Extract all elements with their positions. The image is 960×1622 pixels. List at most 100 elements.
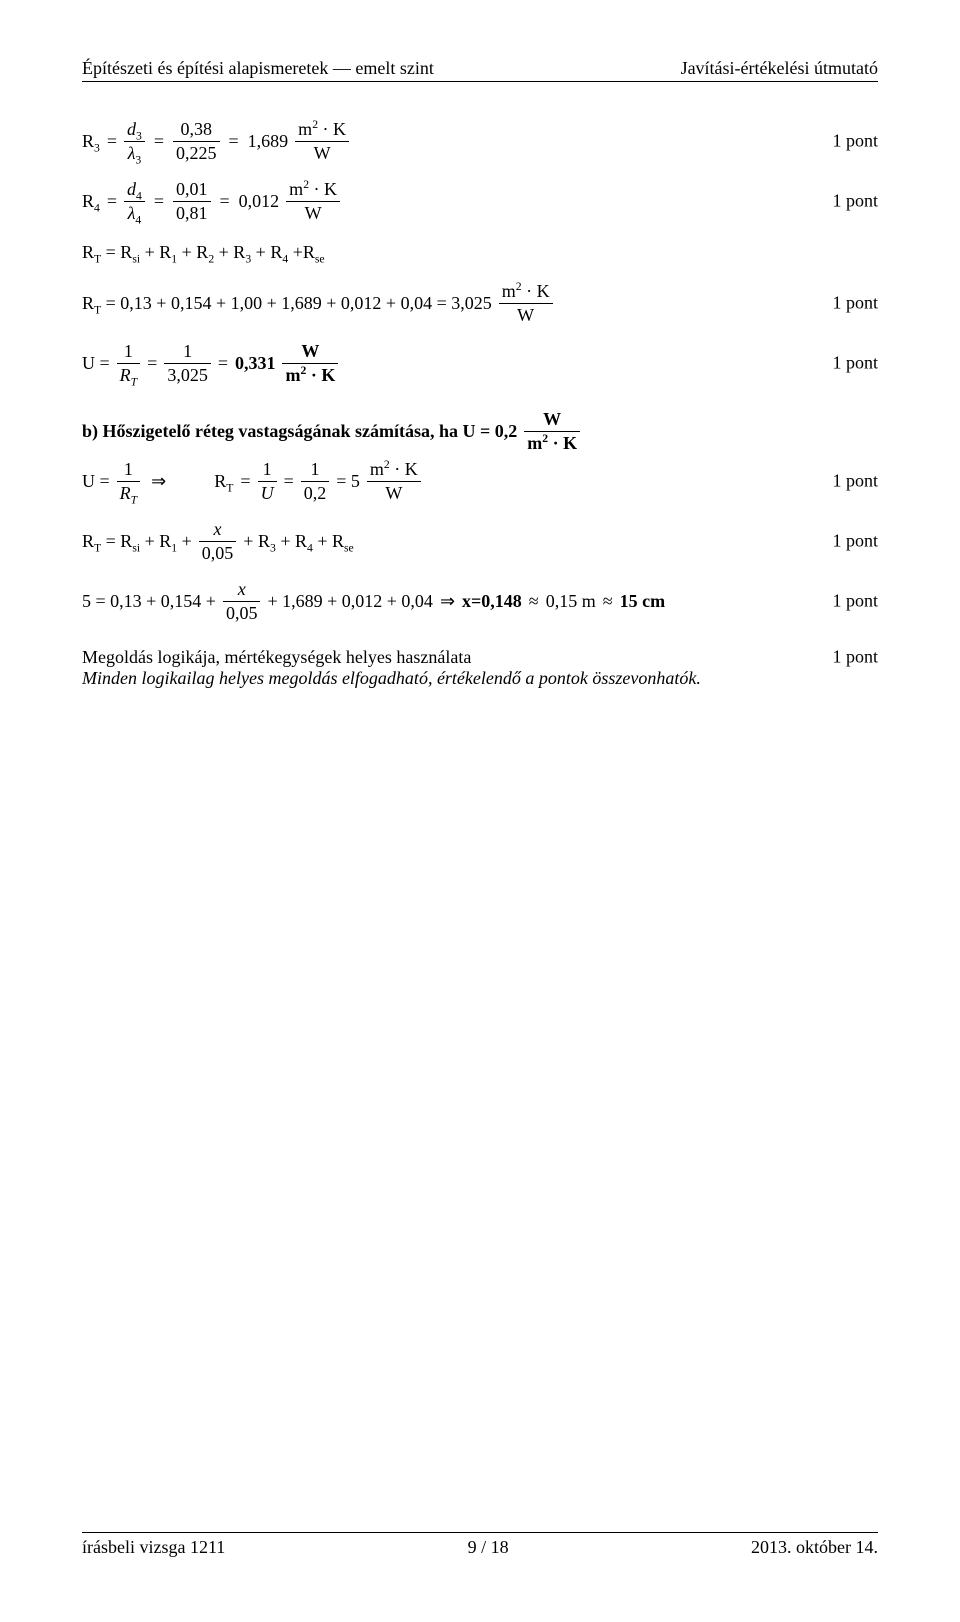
r4-unit: m2 · K W	[286, 180, 340, 223]
u-pre: U =	[82, 353, 110, 374]
eq-sign: =	[152, 191, 166, 212]
r3-frac2: 0,38 0,225	[173, 120, 220, 163]
points: 1 pont	[832, 591, 878, 612]
eq-sign: =	[218, 353, 228, 374]
r3-f2-den: 0,225	[173, 144, 220, 163]
unit-w: W	[514, 306, 537, 325]
unit-w: W	[302, 204, 325, 223]
solve-mid: + 1,689 + 0,012 + 0,04	[267, 591, 432, 612]
footer-mid: 9 / 18	[468, 1537, 509, 1558]
unit-sup: 2	[303, 178, 309, 191]
rt-unit: m2 · K W	[499, 282, 553, 325]
rt-t: = R	[101, 242, 132, 262]
rt-p5: +R	[288, 242, 315, 262]
eq-r4: R4 = d4 λ4 = 0,01 0,81 = 0,012 m2 · K W …	[82, 178, 878, 224]
footer-rule	[82, 1532, 878, 1533]
rtx-a: = R	[101, 531, 132, 551]
rt-p2: + R	[177, 242, 208, 262]
unit-k: · K	[526, 281, 550, 301]
section-b-unit: W m2 · K	[524, 410, 580, 453]
unit-m: m	[298, 119, 312, 139]
footer-right: 2013. október 14.	[751, 1537, 878, 1558]
unit-m: m	[370, 459, 384, 479]
header-right: Javítási-értékelési útmutató	[681, 58, 878, 79]
r3-unit: m2 · K W	[295, 120, 349, 163]
r4-lhs-sub: 4	[94, 201, 100, 214]
u-frac1: 1 RT	[117, 342, 141, 385]
unit-m: m	[502, 281, 516, 301]
eq-sign: =	[152, 131, 166, 152]
closing-2: Minden logikailag helyes megoldás elfoga…	[82, 668, 878, 689]
solve-res3: 15 cm	[620, 591, 665, 612]
rtx-si: si	[132, 541, 140, 554]
unit-m: m	[527, 433, 542, 453]
rtx-f: + R	[313, 531, 344, 551]
u2-f2-num: 1	[260, 460, 275, 479]
header-left: Építészeti és építési alapismeretek — em…	[82, 58, 434, 79]
eq-sign: =	[227, 131, 241, 152]
closing-l1: Megoldás logikája, mértékegységek helyes…	[82, 647, 471, 668]
eq-sign: =	[284, 471, 294, 492]
unit-sup: 2	[542, 432, 548, 445]
eq-rt-numeric: RT = 0,13 + 0,154 + 1,00 + 1,689 + 0,012…	[82, 280, 878, 326]
rtx-frac: x 0,05	[199, 520, 237, 563]
u2-f1-den-sub: T	[131, 493, 138, 506]
rtx-c: +	[177, 531, 192, 551]
rt-se: se	[315, 252, 325, 265]
solve-fx-num: x	[235, 580, 249, 599]
r4-f2-den: 0,81	[173, 204, 211, 223]
u2-f1-den-a: R	[120, 483, 131, 503]
u-unit: W m2 · K	[282, 342, 338, 385]
u2-pre: U =	[82, 471, 110, 492]
arrow-icon: ⇒	[440, 591, 455, 612]
rtx-R: R	[82, 531, 94, 551]
eq-sign: =	[107, 191, 117, 212]
eq-rt-sum: RT = Rsi + R1 + R2 + R3 + R4 +Rse	[82, 238, 878, 266]
eq-sign: =	[147, 353, 157, 374]
r4-lhs: R	[82, 191, 94, 211]
unit-sup: 2	[384, 458, 390, 471]
u2-f1-num: 1	[121, 460, 136, 479]
rt-si: si	[132, 252, 140, 265]
rtx-d: + R	[243, 531, 270, 551]
r3-f2-num: 0,38	[178, 120, 216, 139]
page-footer: írásbeli vizsga 1211 9 / 18 2013. októbe…	[82, 1532, 878, 1558]
unit-k: · K	[553, 433, 578, 453]
unit-m: m	[289, 179, 303, 199]
eq-sign: =	[240, 471, 250, 492]
points: 1 pont	[832, 471, 878, 492]
u-f1-num: 1	[121, 342, 136, 361]
approx-icon: ≈	[529, 591, 539, 612]
eq-solve-x: 5 = 0,13 + 0,154 + x 0,05 + 1,689 + 0,01…	[82, 578, 878, 624]
unit-w: W	[540, 410, 564, 429]
r3-lhs: R	[82, 131, 94, 151]
unit-sup: 2	[312, 118, 318, 131]
r4-f2-num: 0,01	[173, 180, 211, 199]
r3-f1-num: d	[127, 119, 136, 139]
rt-p3: + R	[214, 242, 245, 262]
unit-w: W	[311, 144, 334, 163]
rt-p4: + R	[251, 242, 282, 262]
closing-1: Megoldás logikája, mértékegységek helyes…	[82, 646, 878, 668]
rtx-se: se	[344, 541, 354, 554]
page-header: Építészeti és építési alapismeretek — em…	[82, 58, 878, 79]
rtx-b: + R	[140, 531, 171, 551]
unit-w: W	[382, 484, 405, 503]
r3-frac1: d3 λ3	[124, 120, 145, 163]
points: 1 pont	[832, 293, 878, 314]
r4-f1-den-sub: 4	[135, 213, 141, 226]
r4-val: 0,012	[239, 191, 280, 212]
u2-frac2: 1 U	[258, 460, 277, 503]
eq-u: U = 1 RT = 1 3,025 = 0,331 W m2 · K 1 po…	[82, 340, 878, 386]
eq-r3: R3 = d3 λ3 = 0,38 0,225 = 1,689 m2 · K W…	[82, 118, 878, 164]
u-frac2: 1 3,025	[164, 342, 211, 385]
rt-R: R	[82, 242, 94, 262]
u-f2-num: 1	[180, 342, 195, 361]
unit-k: · K	[323, 119, 347, 139]
rtx-e: + R	[276, 531, 307, 551]
unit-k: · K	[394, 459, 418, 479]
u-f1-den-sub: T	[131, 375, 138, 388]
points: 1 pont	[832, 647, 878, 668]
unit-sup: 2	[300, 364, 306, 377]
u2-rt-sub: T	[226, 481, 233, 494]
